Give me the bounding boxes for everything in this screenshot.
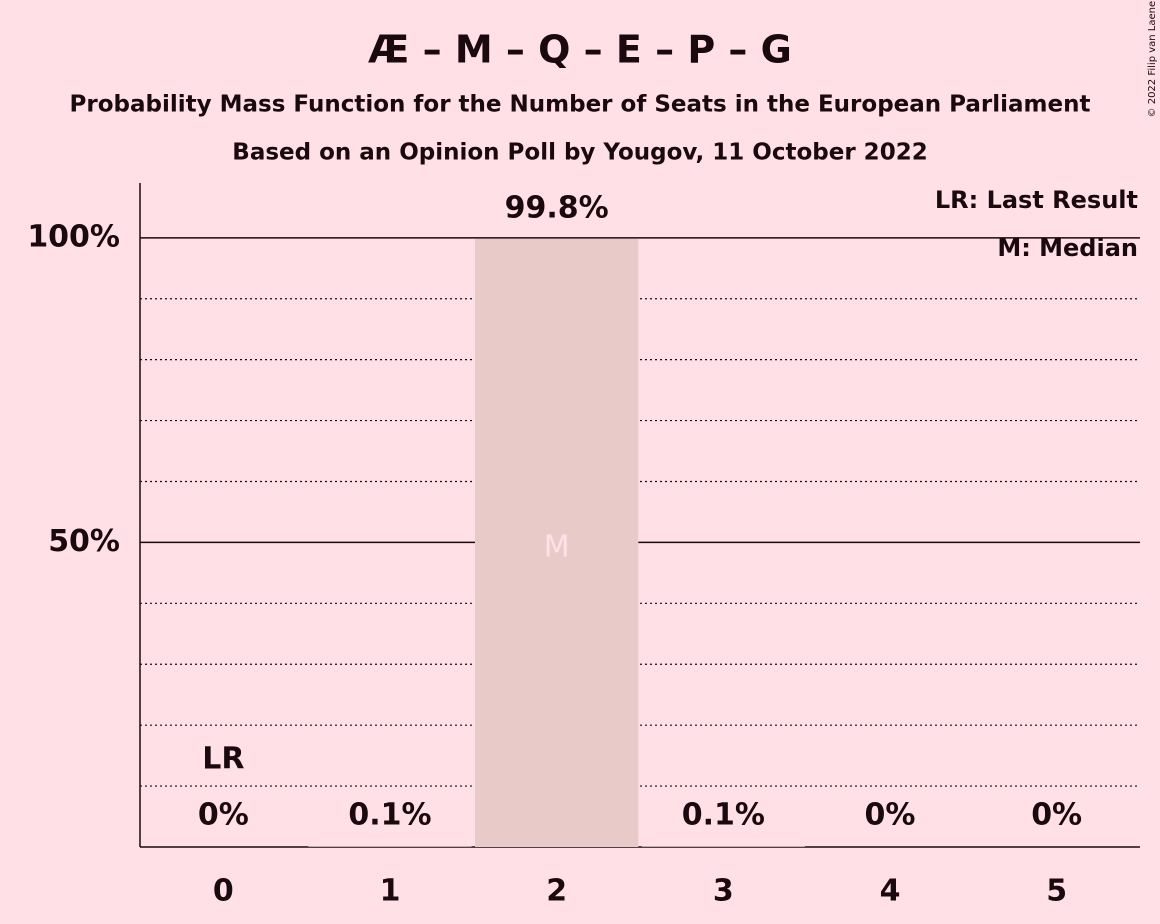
legend-text: LR: Last Result [935, 186, 1138, 214]
chart-title: Æ – M – Q – E – P – G [368, 28, 792, 72]
bar [641, 846, 805, 847]
value-label: 0% [865, 798, 916, 833]
value-label: 0.1% [348, 798, 431, 833]
bar [475, 239, 639, 847]
x-tick-label: 3 [713, 874, 734, 909]
value-label: 99.8% [505, 191, 609, 226]
x-tick-label: 0 [213, 874, 234, 909]
annotation: M [544, 530, 570, 565]
bar [308, 846, 472, 847]
value-label: 0% [198, 798, 249, 833]
annotation: LR [202, 742, 244, 777]
legend-text: M: Median [997, 234, 1138, 262]
copyright: © 2022 Filip van Laenen [1147, 0, 1158, 117]
value-label: 0.1% [682, 798, 765, 833]
x-tick-label: 4 [880, 874, 901, 909]
y-tick-label: 100% [27, 219, 120, 254]
x-tick-label: 2 [546, 874, 567, 909]
x-tick-label: 1 [380, 874, 401, 909]
value-label: 0% [1031, 798, 1082, 833]
x-tick-label: 5 [1046, 874, 1067, 909]
y-tick-label: 50% [48, 524, 120, 559]
chart-subtitle: Based on an Opinion Poll by Yougov, 11 O… [232, 140, 927, 166]
chart-subtitle: Probability Mass Function for the Number… [70, 92, 1091, 118]
